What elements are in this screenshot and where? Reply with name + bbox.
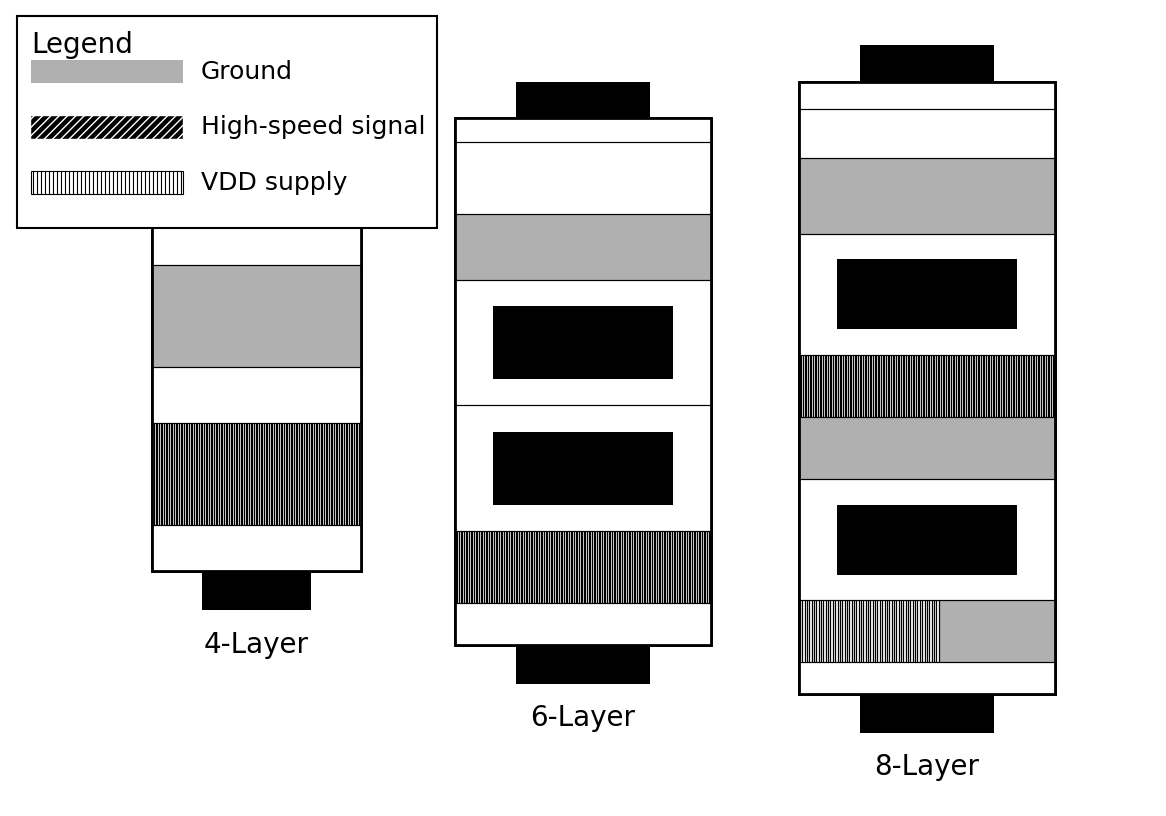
Bar xyxy=(202,126,311,163)
Text: 4-Layer: 4-Layer xyxy=(204,631,309,659)
Bar xyxy=(152,423,361,525)
Text: High-speed signal: High-speed signal xyxy=(201,115,426,140)
Bar xyxy=(152,163,361,571)
Bar xyxy=(152,163,361,571)
Bar xyxy=(152,265,361,367)
Bar xyxy=(152,210,361,265)
Bar xyxy=(799,417,1055,479)
Bar xyxy=(31,60,183,83)
Bar xyxy=(455,118,711,645)
Bar xyxy=(493,306,673,379)
Bar xyxy=(152,163,361,210)
Bar xyxy=(861,694,993,733)
Bar xyxy=(455,603,711,645)
Bar xyxy=(799,355,1055,417)
Text: 8-Layer: 8-Layer xyxy=(874,753,979,781)
Bar xyxy=(202,571,311,610)
Bar xyxy=(517,82,649,118)
Bar xyxy=(517,645,649,684)
Bar xyxy=(31,171,183,194)
Bar xyxy=(31,171,183,194)
Bar xyxy=(799,82,1055,694)
Bar xyxy=(799,109,1055,157)
Bar xyxy=(799,82,1055,109)
Bar xyxy=(455,142,711,214)
Bar xyxy=(455,531,711,603)
Bar xyxy=(861,45,993,82)
Bar xyxy=(799,82,1055,694)
Text: Legend: Legend xyxy=(31,31,133,59)
Bar xyxy=(17,16,437,228)
Bar xyxy=(455,214,711,280)
Bar xyxy=(837,259,1017,330)
Bar xyxy=(152,525,361,571)
Bar xyxy=(455,118,711,142)
Bar xyxy=(455,118,711,645)
Bar xyxy=(799,157,1055,233)
Text: VDD supply: VDD supply xyxy=(201,171,347,195)
Bar xyxy=(799,663,1055,694)
Bar xyxy=(31,116,183,139)
Bar xyxy=(455,406,711,531)
Bar xyxy=(152,367,361,423)
Bar xyxy=(799,479,1055,601)
Text: Ground: Ground xyxy=(201,60,293,84)
Bar xyxy=(837,504,1017,574)
Bar xyxy=(799,233,1055,355)
Bar xyxy=(493,432,673,504)
Bar xyxy=(799,601,940,663)
Bar xyxy=(455,280,711,406)
Text: 6-Layer: 6-Layer xyxy=(531,704,635,732)
Bar xyxy=(940,601,1055,663)
Bar xyxy=(31,116,183,139)
